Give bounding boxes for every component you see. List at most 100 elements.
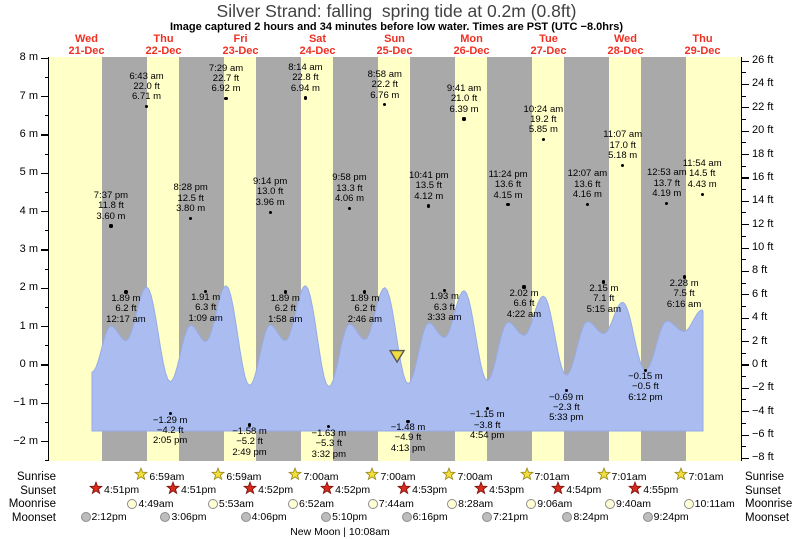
tide-point-dot <box>462 117 466 121</box>
sunrise-entry: 7:01am <box>673 466 724 483</box>
sunset-entry: 4:52pm <box>243 480 293 500</box>
right-axis-minor-tick <box>742 189 746 191</box>
astro-time: 6:59am <box>149 470 185 483</box>
moonrise-entry: 6:52am <box>288 497 334 510</box>
tide-annotation-text: 1.93 m 6.3 ft 3:33 am <box>427 291 462 324</box>
night-band <box>102 57 148 461</box>
astro-time: 8:24pm <box>573 511 609 523</box>
sunrise-entry: 6:59am <box>134 466 185 486</box>
left-axis-tick <box>41 96 48 98</box>
moonrise-circle <box>288 498 299 509</box>
tide-point-dot <box>383 103 387 107</box>
day-label: Thu 29-Dec <box>684 33 721 57</box>
tide-annotation-text: 7:29 am 22.7 ft 6.92 m <box>208 62 244 95</box>
moonset-circle <box>240 512 251 522</box>
high-tide-annotation: 11:54 am 14.5 ft 4.43 m <box>665 158 739 196</box>
moonset-entry: 9:24pm <box>642 511 689 524</box>
astro-time: 9:24pm <box>653 511 689 523</box>
high-tide-annotation: 8:28 pm 12.5 ft 3.80 m <box>154 182 228 220</box>
tide-point-dot <box>247 423 252 427</box>
sunrise-star <box>134 466 149 486</box>
right-axis-tick-label: −2 ft <box>752 381 774 394</box>
moonrise-circle <box>683 498 694 509</box>
right-axis-tick <box>742 83 749 86</box>
astro-time: 7:44am <box>378 497 414 510</box>
low-tide-annotation: 1.89 m 6.2 ft 12:17 am <box>89 290 163 325</box>
sunset-star <box>628 480 643 500</box>
low-tide-annotation: −1.15 m −3.8 ft 4:54 pm <box>450 406 524 441</box>
low-tide-annotation: −0.15 m −0.5 ft 6:12 pm <box>608 368 682 403</box>
moonrise-entry: 9:06am <box>526 497 572 510</box>
day-label: Tue 27-Dec <box>530 33 567 57</box>
high-tide-annotation: 7:29 am 22.7 ft 6.92 m <box>189 62 263 101</box>
astro-time: 4:51pm <box>181 484 217 496</box>
sunset-star <box>551 480 566 500</box>
right-axis-tick <box>742 317 749 319</box>
right-axis-line <box>741 57 742 461</box>
astro-row-label-left: Moonset <box>11 511 56 524</box>
low-tide-annotation: 1.91 m 6.3 ft 1:09 am <box>169 289 243 324</box>
right-axis-tick-label: 16 ft <box>752 170 774 183</box>
high-tide-annotation: 7:37 pm 11.8 ft 3.60 m <box>74 190 148 228</box>
tide-point-dot <box>124 290 128 294</box>
low-tide-annotation: −1.58 m −5.2 ft 2:49 pm <box>213 423 287 458</box>
moonrise-circle <box>127 498 138 509</box>
tide-annotation-text: 9:14 pm 13.0 ft 3.96 m <box>252 176 288 208</box>
tide-annotation-text: 12:07 am 13.6 ft 4.16 m <box>567 168 608 201</box>
left-axis-minor-tick <box>44 153 48 155</box>
left-axis-tick-label: 7 m <box>19 89 38 102</box>
sunset-star <box>243 480 258 500</box>
day-label: Fri 23-Dec <box>222 33 259 57</box>
day-label: Thu 22-Dec <box>145 33 182 57</box>
sunrise-entry: 7:01am <box>519 466 570 486</box>
moonrise-circle <box>526 498 537 509</box>
moonset-circle <box>80 512 91 522</box>
tide-annotation-text: 2.28 m 7.5 ft 6:16 am <box>666 277 702 310</box>
tide-point-dot <box>224 97 228 101</box>
left-axis-tick-label: 8 m <box>19 51 38 64</box>
right-axis-tick <box>742 200 749 202</box>
right-axis-tick-label: 2 ft <box>752 334 768 347</box>
tide-annotation-text: 1.91 m 6.3 ft 1:09 am <box>188 291 223 324</box>
tide-annotation-text: 10:41 pm 13.5 ft 4.12 m <box>408 169 449 202</box>
right-axis-minor-tick <box>742 329 746 331</box>
right-axis-tick <box>742 247 749 249</box>
tide-annotation-text: −1.58 m −5.2 ft 2:49 pm <box>232 425 267 458</box>
astro-time: 7:00am <box>457 470 493 483</box>
tide-point-dot <box>643 368 647 372</box>
moonset-entry: 8:24pm <box>562 511 608 524</box>
tide-annotation-text: −1.48 m −4.9 ft 4:13 pm <box>390 421 426 454</box>
high-tide-annotation: 8:58 am 22.2 ft 6.76 m <box>348 69 422 107</box>
astro-time: 8:28am <box>458 497 494 510</box>
sunrise-star <box>519 466 534 486</box>
astro-time: 10:11am <box>694 497 735 510</box>
right-axis-minor-tick <box>742 376 746 378</box>
right-axis-tick-label: 18 ft <box>752 147 774 160</box>
night-band <box>410 57 456 461</box>
right-axis-tick <box>742 294 749 296</box>
tide-annotation-text: 10:24 am 19.2 ft 5.85 m <box>523 103 564 136</box>
high-tide-annotation: 12:07 am 13.6 ft 4.16 m <box>550 168 624 207</box>
tide-point-dot <box>109 224 113 228</box>
right-axis-minor-tick <box>742 72 746 74</box>
right-axis-minor-tick <box>742 118 746 120</box>
high-tide-annotation: 12:53 am 13.7 ft 4.19 m <box>630 167 704 205</box>
left-axis-minor-tick <box>44 460 48 462</box>
sunrise-star <box>288 466 303 486</box>
sunset-entry: 4:52pm <box>320 480 370 497</box>
left-axis-minor-tick <box>44 76 48 78</box>
tide-annotation-text: 8:14 am 22.8 ft 6.94 m <box>288 61 323 94</box>
tide-annotation-text: −1.15 m −3.8 ft 4:54 pm <box>469 409 505 442</box>
left-axis-tick-label: 1 m <box>19 319 38 332</box>
chart-subtitle: Image captured 2 hours and 34 minutes be… <box>169 21 624 33</box>
low-tide-annotation: −1.63 m −5.3 ft 3:32 pm <box>292 425 366 460</box>
moonset-circle <box>642 512 653 522</box>
day-label: Mon 26-Dec <box>453 33 490 57</box>
moonset-entry: 4:06pm <box>240 511 287 524</box>
day-label: Sun 25-Dec <box>376 33 413 57</box>
left-axis-tick <box>41 134 48 136</box>
high-tide-annotation: 10:24 am 19.2 ft 5.85 m <box>506 103 580 142</box>
tide-annotation-text: 9:58 pm 13.3 ft 4.06 m <box>332 172 367 205</box>
moonrise-entry: 10:11am <box>683 497 735 510</box>
